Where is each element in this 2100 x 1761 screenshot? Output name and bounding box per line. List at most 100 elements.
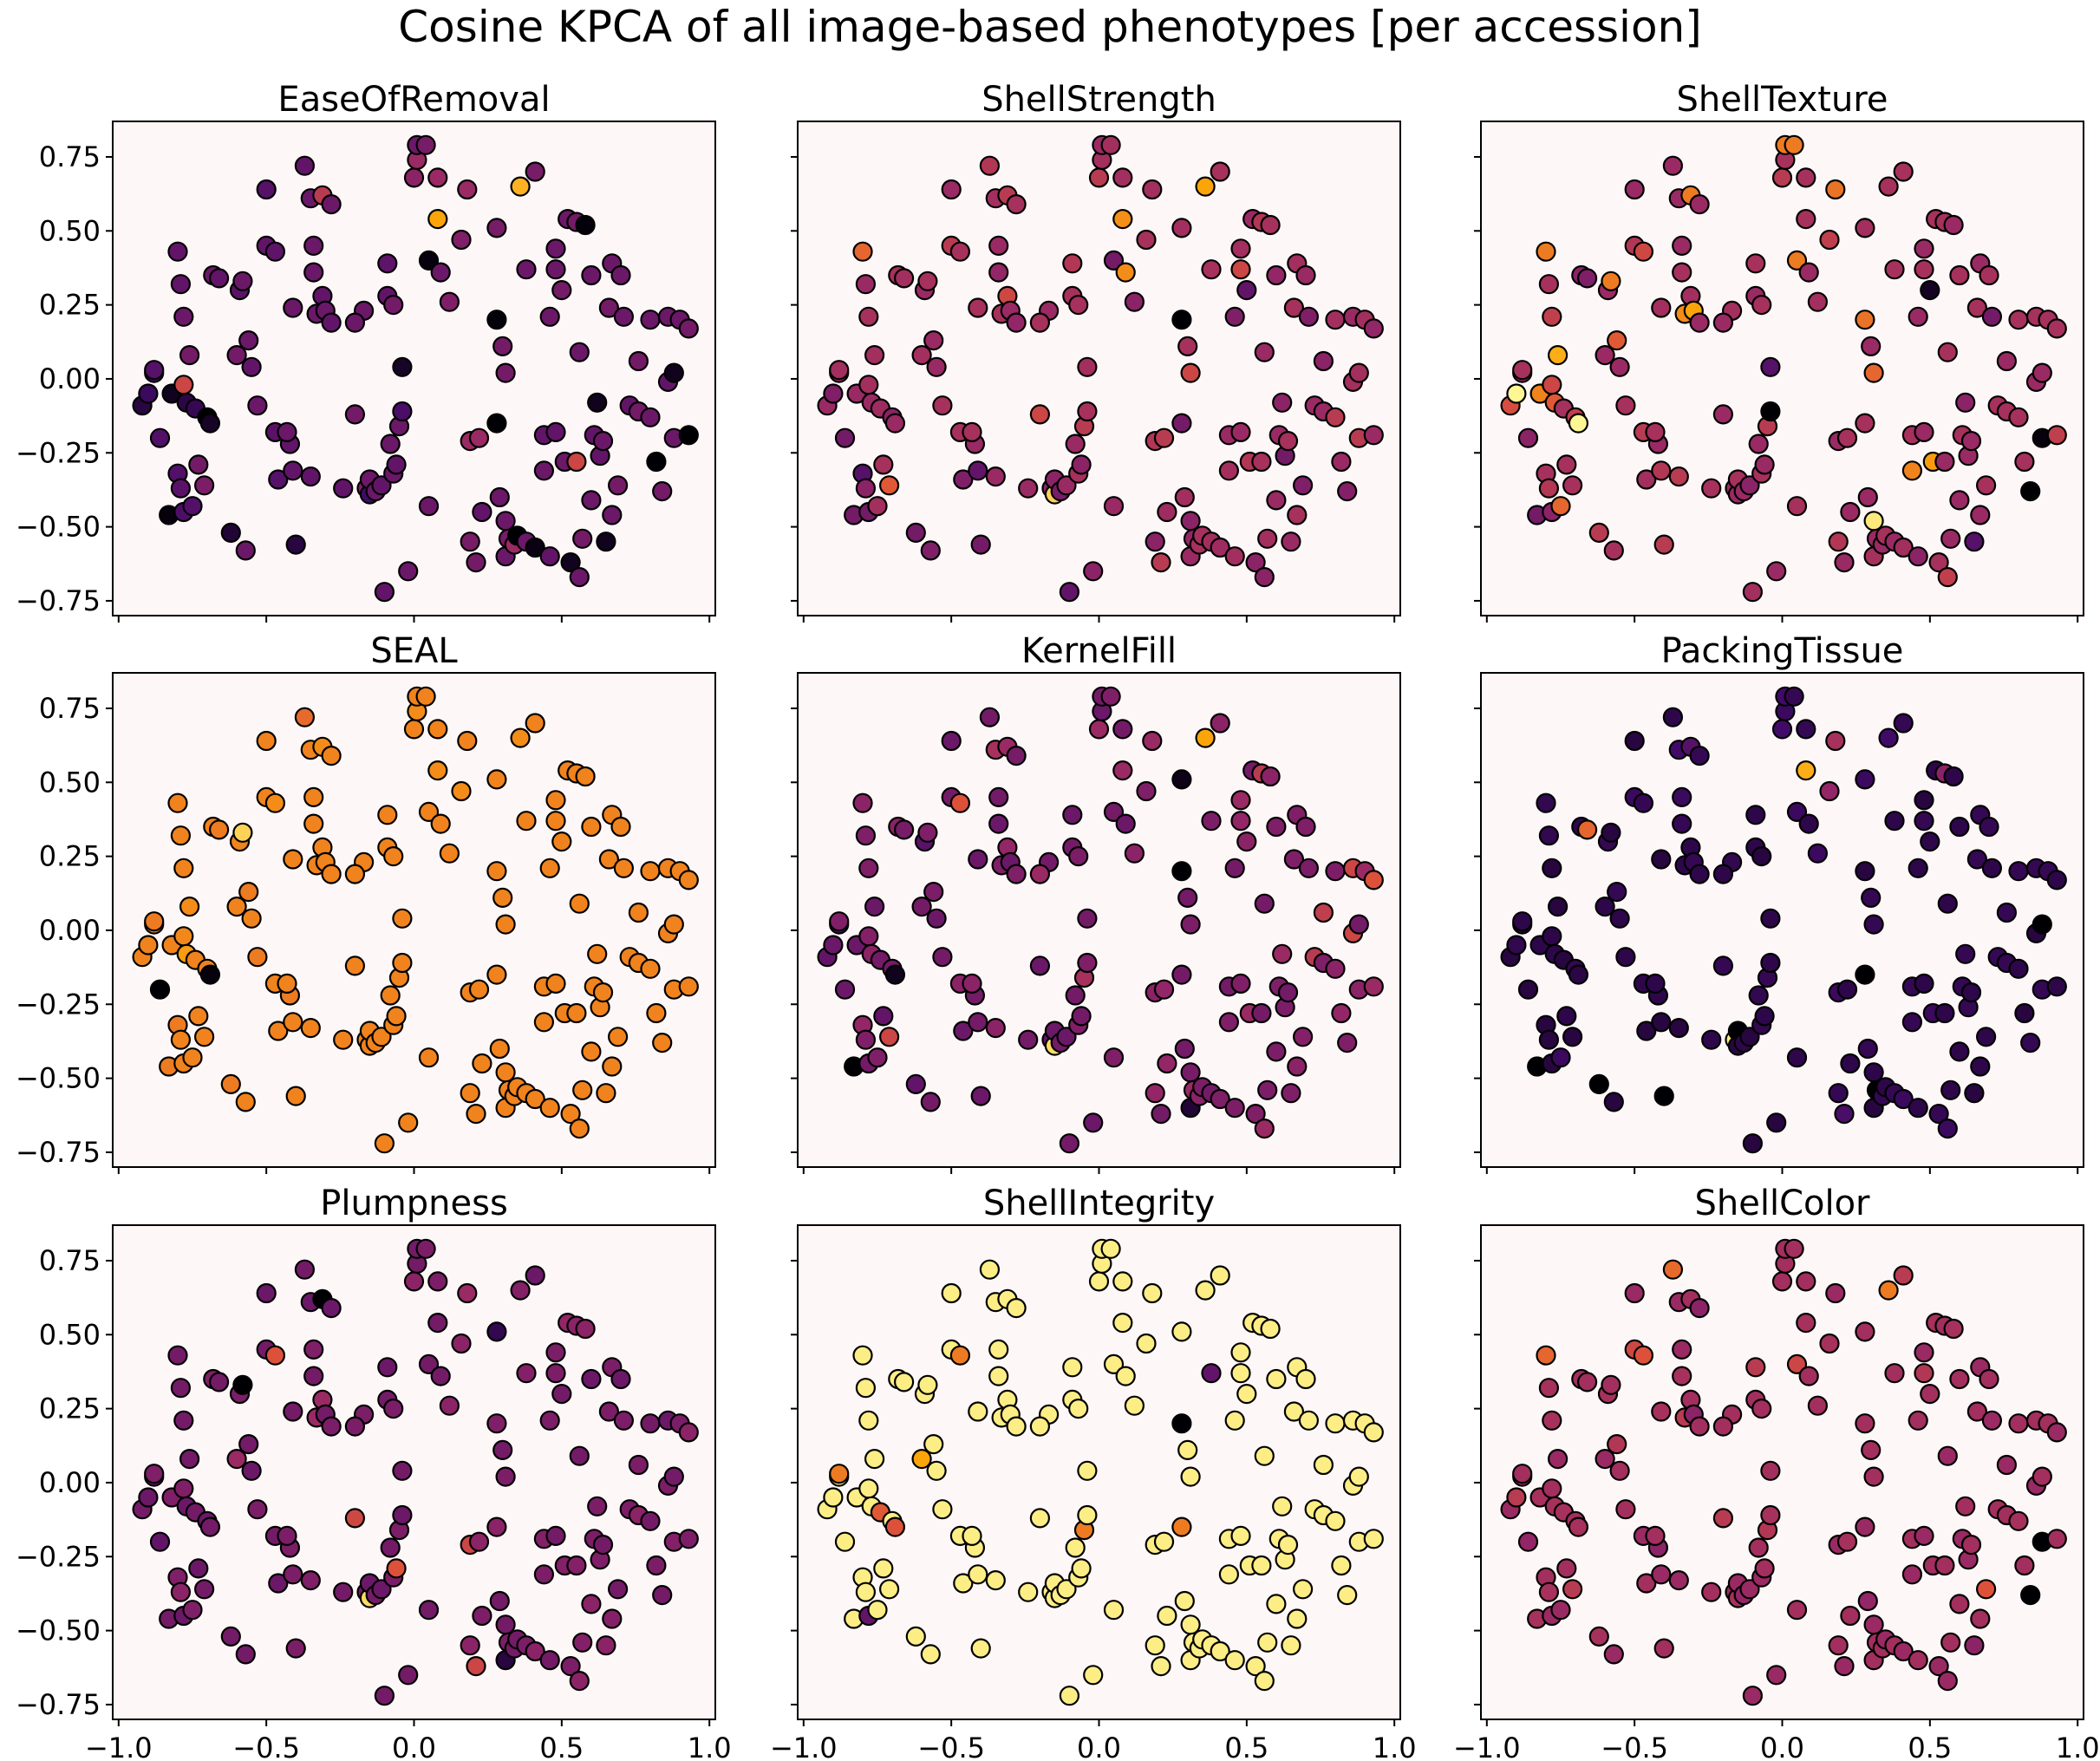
data-point	[321, 312, 342, 333]
data-point	[1512, 1464, 1533, 1484]
data-point	[383, 845, 404, 867]
data-point	[855, 1582, 877, 1602]
data-point	[1224, 1098, 1245, 1119]
data-point	[472, 1605, 492, 1627]
data-point	[1277, 431, 1299, 452]
data-point	[1662, 1259, 1684, 1280]
y-tick-label: −0.75	[16, 584, 101, 617]
data-point	[1796, 760, 1816, 781]
data-point	[268, 1021, 289, 1041]
data-point	[1914, 790, 1934, 811]
data-point	[344, 312, 365, 333]
data-point	[398, 561, 419, 582]
data-point	[905, 522, 926, 544]
data-point	[1245, 551, 1266, 573]
data-point	[472, 1053, 492, 1074]
data-point	[1836, 1531, 1858, 1552]
data-point	[1236, 831, 1257, 852]
data-point	[968, 460, 988, 481]
data-point	[1798, 813, 1819, 834]
data-point	[1840, 1053, 1861, 1074]
panel-title: Plumpness	[320, 1184, 508, 1223]
data-point	[905, 1073, 926, 1095]
data-point	[1949, 816, 1970, 838]
data-point	[1230, 1363, 1251, 1384]
panel: SEAL 0.75 0.50 0.25 0.00 −0.25 −0.50 −0.75	[16, 631, 716, 1174]
data-point	[1103, 250, 1125, 271]
data-point	[1568, 964, 1589, 985]
data-point	[1601, 1374, 1621, 1395]
data-point	[829, 911, 850, 932]
data-point	[492, 1439, 513, 1461]
data-point	[1254, 342, 1275, 362]
data-point	[878, 1027, 900, 1047]
data-point	[1609, 908, 1630, 929]
panel: EaseOfRemoval 0.75 0.50 0.25 0.00 −0.25 −0.50 −…	[16, 80, 716, 623]
data-point	[1651, 297, 1672, 318]
data-point	[1100, 134, 1121, 155]
x-tick-label: 0.0	[392, 1732, 436, 1761]
y-tick-label: 0.00	[39, 914, 101, 947]
data-point	[403, 719, 425, 740]
data-point	[1766, 1665, 1787, 1686]
data-point	[1701, 478, 1722, 499]
data-point	[209, 1372, 230, 1392]
data-point	[873, 1006, 894, 1027]
data-point	[277, 973, 297, 995]
data-point	[1828, 1083, 1849, 1104]
x-tick-label: −0.5	[1601, 1732, 1668, 1761]
data-point	[1970, 505, 1991, 525]
data-point	[398, 1665, 419, 1686]
y-tick-label: 0.50	[39, 766, 101, 799]
data-point	[264, 241, 285, 262]
data-point	[1595, 1448, 1615, 1470]
data-point	[646, 1002, 667, 1024]
data-point	[1861, 1439, 1882, 1461]
data-point	[392, 908, 413, 929]
data-point	[1645, 973, 1666, 995]
panel-title: PackingTissue	[1661, 631, 1904, 671]
data-point	[613, 1410, 635, 1431]
data-point	[1331, 1555, 1352, 1576]
x-tick-label: −0.5	[232, 1732, 300, 1761]
data-point	[1325, 407, 1346, 427]
data-point	[1538, 478, 1560, 499]
data-point	[238, 1433, 259, 1455]
data-point	[283, 460, 303, 481]
panel-title: ShellColor	[1694, 1184, 1870, 1223]
data-point	[486, 310, 507, 330]
data-point	[457, 179, 478, 200]
data-point	[551, 280, 572, 301]
data-point	[1266, 264, 1287, 286]
data-point	[525, 1640, 545, 1662]
data-point	[283, 1564, 303, 1585]
data-point	[1976, 475, 1997, 496]
data-point	[640, 407, 661, 427]
data-point	[1712, 1508, 1734, 1529]
data-point	[1348, 914, 1369, 935]
data-point	[1760, 1460, 1781, 1481]
data-point	[1855, 1413, 1875, 1434]
x-tick-label: 1.0	[1373, 1732, 1417, 1761]
data-point	[1538, 825, 1560, 846]
data-point	[466, 1103, 486, 1125]
data-point	[182, 496, 203, 517]
data-point	[1893, 1265, 1914, 1286]
data-point	[489, 1038, 510, 1060]
data-point	[1171, 413, 1192, 434]
data-point	[344, 404, 365, 425]
data-point	[427, 1271, 448, 1292]
data-point	[1960, 1534, 1982, 1556]
y-tick-label: −0.25	[16, 988, 101, 1021]
data-point	[235, 1092, 256, 1112]
data-point	[587, 392, 608, 413]
data-point	[1624, 730, 1645, 752]
data-point	[1745, 253, 1766, 274]
data-point	[569, 1445, 590, 1466]
data-point	[486, 1321, 507, 1342]
data-point	[917, 1374, 938, 1395]
data-point	[1996, 350, 2017, 372]
data-point	[1595, 896, 1615, 917]
data-point	[545, 1525, 566, 1547]
data-point	[1784, 1238, 1804, 1259]
